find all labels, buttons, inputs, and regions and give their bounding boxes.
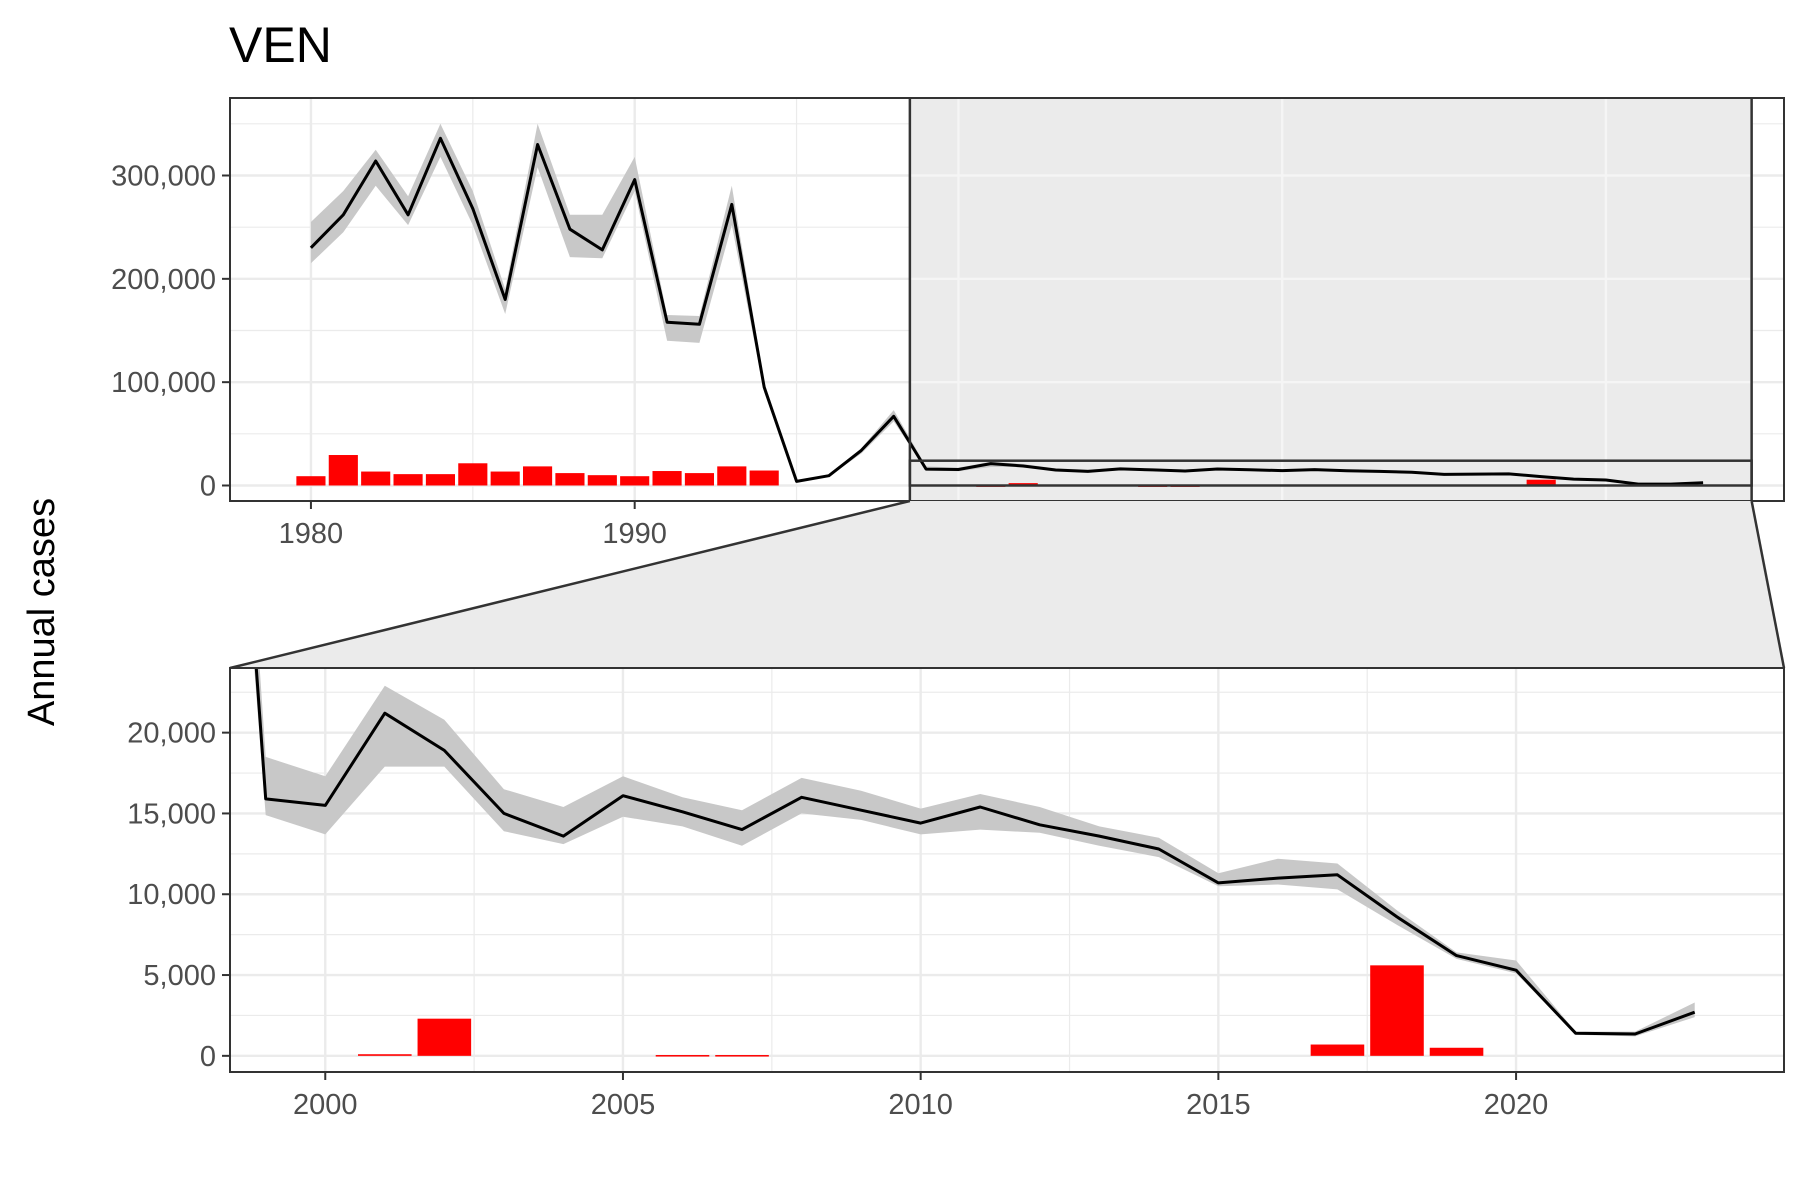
main-bar — [555, 473, 585, 486]
zoom-gridlines — [230, 668, 1784, 1072]
main-bar — [393, 474, 423, 486]
main-bar — [717, 466, 747, 486]
main-y-tick-label: 300,000 — [111, 161, 216, 193]
zoom-ribbon-layer — [254, 668, 1695, 1037]
zoom-y-tick-label: 20,000 — [127, 718, 216, 750]
main-bar — [749, 470, 779, 486]
zoom-bars-layer — [358, 965, 1484, 1057]
zoom-bar — [1429, 1047, 1484, 1056]
zoom-x-tick-label: 2005 — [591, 1089, 656, 1121]
zoom-y-tick-label: 10,000 — [127, 879, 216, 911]
main-bar — [328, 455, 358, 486]
main-bar — [425, 474, 456, 486]
main-y-axis: 0 100,000 200,000 300,000 — [111, 161, 230, 503]
zoom-connector-right-line — [1750, 500, 1786, 669]
main-bar — [361, 471, 391, 486]
zoom-x-tick-label: 2010 — [888, 1089, 953, 1121]
zoom-y-tick-label: 5,000 — [143, 960, 216, 992]
main-y-tick-label: 100,000 — [111, 367, 216, 399]
zoom-panel-background — [230, 668, 1784, 1072]
main-bar — [620, 476, 650, 486]
zoom-y-tick-label: 0 — [200, 1041, 216, 1073]
main-bar — [587, 475, 617, 486]
zoom-y-tick-label: 15,000 — [127, 798, 216, 830]
main-bar — [684, 473, 715, 486]
zoom-line-layer — [254, 668, 1696, 1036]
main-x-tick-label: 1990 — [602, 518, 667, 550]
main-bar — [458, 463, 488, 486]
main-bar — [522, 466, 553, 486]
zoom-bar — [1310, 1044, 1365, 1056]
zoom-panel: 2000 2005 2010 2015 2020 0 5,000 10,000 15,000 2… — [127, 667, 1785, 1121]
zoom-connector-fill — [230, 501, 1784, 668]
zoom-x-tick-label: 2000 — [293, 1089, 358, 1121]
zoom-connector-left-line — [229, 499, 911, 670]
zoom-bar — [715, 1055, 769, 1057]
main-bar — [490, 471, 520, 486]
zoom-connector — [229, 499, 1786, 670]
main-cases-line — [309, 136, 1704, 486]
zoom-bar — [655, 1055, 710, 1057]
main-y-tick-label: 0 — [200, 471, 216, 503]
zoom-x-tick-label: 2015 — [1186, 1089, 1251, 1121]
main-line-layer — [309, 136, 1704, 486]
y-axis-label: Annual cases — [21, 498, 63, 726]
zoom-x-axis: 2000 2005 2010 2015 2020 — [293, 1072, 1548, 1121]
zoom-panel-border — [229, 667, 1785, 1073]
main-bar — [296, 476, 326, 486]
zoom-region-highlight — [909, 98, 1752, 501]
zoom-uncertainty-ribbon — [254, 668, 1695, 1037]
zoom-x-tick-label: 2020 — [1484, 1089, 1549, 1121]
main-x-tick-label: 1980 — [279, 518, 344, 550]
chart-title: VEN — [229, 17, 332, 73]
main-bar — [652, 471, 682, 486]
zoom-bar — [1370, 965, 1424, 1056]
main-panel: 19801990200020102020 0100,000200,000300,… — [111, 97, 1785, 550]
main-bars-layer — [296, 455, 1589, 487]
main-bar — [1526, 479, 1556, 486]
zoom-cases-line — [254, 668, 1696, 1036]
main-y-tick-label: 200,000 — [111, 264, 216, 296]
zoom-bar — [358, 1054, 412, 1056]
zoom-y-axis: 0 5,000 10,000 15,000 20,000 — [127, 718, 230, 1073]
zoom-bar — [417, 1018, 472, 1056]
